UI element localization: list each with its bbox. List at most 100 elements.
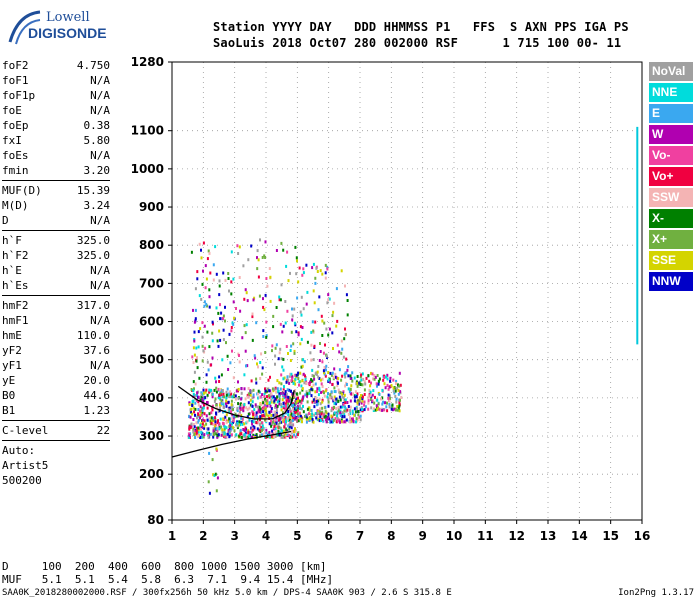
param-value: 20.0	[83, 374, 111, 387]
echo-point	[239, 428, 242, 432]
echo-point	[282, 324, 285, 328]
echo-point	[355, 395, 358, 399]
echo-point	[229, 423, 232, 427]
echo-point	[324, 343, 326, 347]
echo-point	[283, 434, 285, 438]
echo-point	[197, 418, 200, 422]
echo-point	[187, 432, 190, 436]
echo-point	[302, 395, 305, 399]
echo-point	[279, 417, 282, 421]
echo-point	[251, 396, 254, 400]
echo-point	[341, 392, 344, 396]
chart-grid	[171, 61, 643, 521]
echo-point	[206, 418, 209, 422]
echo-point	[371, 372, 374, 376]
echo-point	[343, 420, 346, 424]
echo-point	[345, 293, 348, 297]
echo-point	[320, 382, 323, 386]
echo-point	[330, 414, 333, 418]
echo-point	[217, 419, 219, 423]
param-row: h`Es N/A	[2, 278, 110, 293]
echo-point	[266, 435, 269, 438]
echo-point	[309, 380, 312, 384]
echo-point	[232, 408, 234, 411]
echo-point	[279, 298, 282, 302]
param-row: hmF1 N/A	[2, 313, 110, 328]
echo-point	[296, 408, 299, 412]
echo-point	[320, 314, 323, 318]
echo-point	[278, 425, 281, 429]
echo-point	[288, 433, 291, 437]
echo-point	[212, 419, 215, 423]
echo-point	[238, 360, 241, 364]
echo-point	[224, 278, 227, 282]
echo-point	[383, 382, 386, 386]
param-value: N/A	[90, 279, 110, 292]
echo-point	[394, 395, 397, 398]
x-tick-label: 5	[293, 529, 301, 543]
echo-point	[300, 401, 303, 405]
echo-point	[288, 388, 291, 392]
echo-point	[360, 394, 362, 397]
echo-point	[342, 411, 344, 415]
echo-point	[208, 388, 211, 392]
echo-point	[235, 389, 238, 393]
echo-point	[331, 371, 334, 375]
echo-point	[200, 393, 203, 397]
echo-point	[212, 427, 215, 431]
echo-point	[277, 429, 280, 433]
echo-point	[281, 418, 284, 422]
echo-point	[327, 378, 330, 382]
echo-point	[264, 256, 267, 259]
echo-point	[197, 430, 200, 434]
echo-point	[238, 410, 241, 414]
x-tick-label: 13	[540, 529, 557, 543]
echo-point	[349, 405, 352, 409]
echo-point	[238, 245, 241, 249]
echo-point	[188, 401, 191, 405]
echo-point	[215, 390, 218, 394]
echo-point	[225, 399, 228, 403]
echo-point	[211, 392, 214, 396]
echo-point	[207, 368, 210, 372]
echo-point	[364, 405, 367, 409]
echo-point	[232, 393, 235, 397]
echo-point	[357, 402, 360, 406]
echo-point	[255, 321, 258, 325]
echo-point	[237, 423, 240, 427]
echo-point	[252, 415, 255, 419]
echo-point	[310, 343, 313, 347]
echo-point	[284, 300, 287, 303]
echo-point	[195, 431, 198, 435]
echo-point	[227, 400, 230, 404]
echo-point	[319, 402, 322, 406]
echo-point	[311, 412, 314, 416]
echo-point	[230, 422, 233, 426]
echo-point	[336, 376, 339, 380]
echo-point	[268, 422, 271, 426]
echo-point	[201, 418, 204, 422]
echo-point	[378, 377, 381, 381]
echo-point	[253, 296, 256, 300]
echo-point	[386, 377, 389, 381]
echo-point	[310, 394, 313, 398]
echo-point	[351, 371, 354, 375]
echo-point	[252, 393, 255, 397]
echo-point	[199, 423, 202, 427]
echo-point	[271, 387, 274, 391]
echo-point	[308, 412, 310, 416]
echo-point	[314, 396, 317, 400]
param-row: h`F 325.0	[2, 233, 110, 248]
echo-point	[318, 359, 321, 362]
echo-point	[241, 417, 244, 421]
echo-point	[278, 392, 281, 396]
echo-point	[396, 405, 399, 408]
echo-point	[224, 415, 227, 419]
echo-point	[224, 435, 227, 439]
echo-point	[211, 356, 214, 360]
echo-point	[196, 391, 199, 395]
echo-point	[284, 435, 287, 439]
echo-point	[279, 426, 282, 430]
echo-point	[356, 384, 359, 388]
echo-point	[293, 417, 296, 421]
